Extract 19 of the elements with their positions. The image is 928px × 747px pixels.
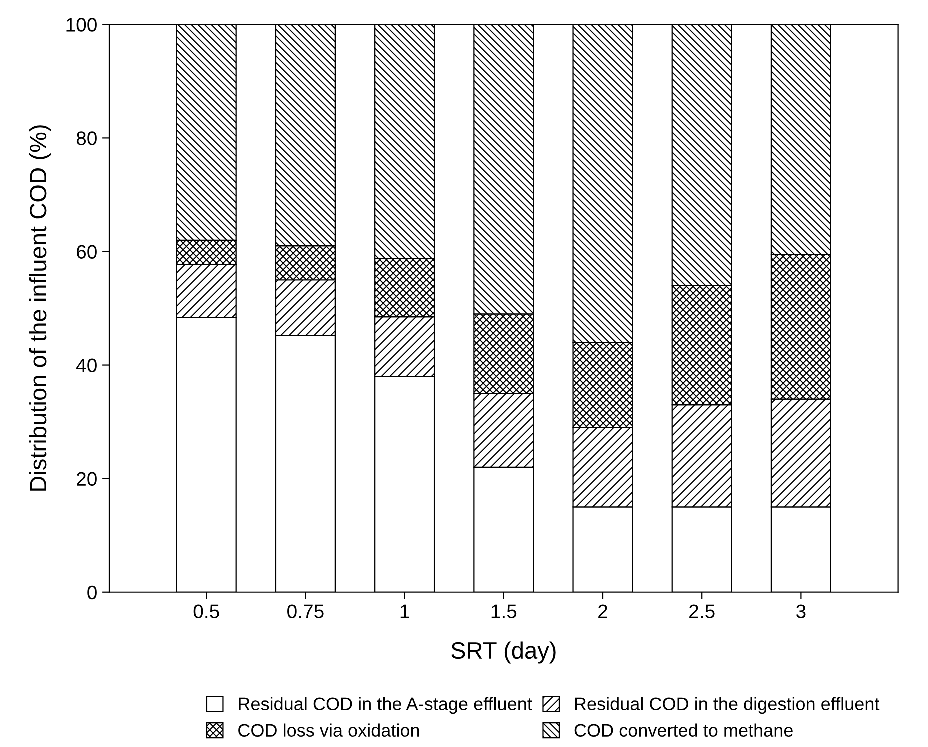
- y-tick-label: 100: [66, 18, 97, 32]
- legend-label: Residual COD in the A-stage effluent: [239, 697, 532, 714]
- y-tick-label: 0: [88, 586, 97, 600]
- y-tick-label: 60: [77, 245, 97, 259]
- x-tick-label: 2.5: [690, 604, 715, 618]
- x-axis-title: SRT (day): [452, 642, 556, 664]
- legend-label: COD loss via oxidation: [238, 724, 420, 738]
- x-tick-label: 2: [598, 604, 608, 618]
- x-tick-label: 1.5: [492, 604, 517, 618]
- x-tick-label: 0.75: [288, 604, 324, 618]
- legend-label: COD converted to methane: [574, 724, 793, 738]
- y-tick-label: 20: [77, 472, 97, 486]
- y-tick-label: 40: [76, 358, 97, 373]
- y-axis-title: Distribution of the influent COD (%): [29, 126, 52, 491]
- x-tick-label: 0.5: [194, 604, 220, 618]
- x-tick-label: 3: [796, 604, 806, 618]
- x-tick-label: 1: [400, 604, 410, 618]
- legend-label: Residual COD in the digestion effluent: [575, 697, 880, 714]
- y-tick-label: 80: [76, 132, 97, 146]
